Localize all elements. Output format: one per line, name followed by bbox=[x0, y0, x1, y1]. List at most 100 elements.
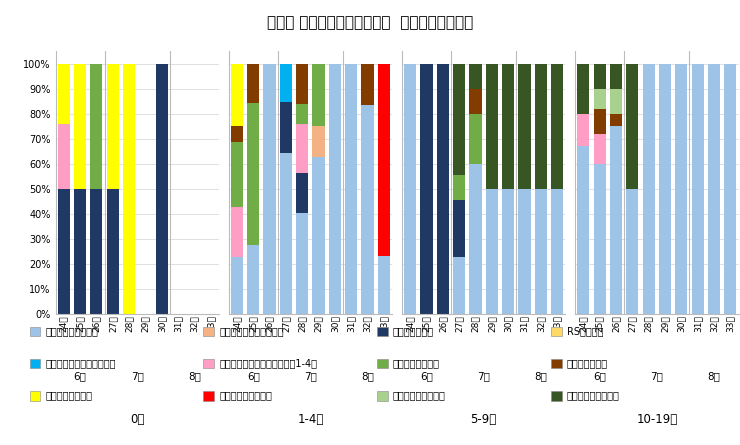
Bar bbox=[231, 64, 243, 126]
Bar bbox=[593, 164, 606, 314]
Bar bbox=[518, 189, 531, 314]
Text: 6月: 6月 bbox=[246, 372, 260, 381]
Bar bbox=[724, 64, 736, 314]
Bar bbox=[296, 104, 309, 124]
Bar bbox=[312, 126, 325, 158]
Bar bbox=[453, 257, 465, 314]
Text: 5-9歳: 5-9歳 bbox=[471, 413, 497, 426]
Text: 0歳: 0歳 bbox=[130, 413, 144, 426]
Bar bbox=[420, 64, 433, 314]
Text: 新型コロナウイルス: 新型コロナウイルス bbox=[45, 327, 98, 336]
Bar bbox=[231, 258, 243, 314]
Bar bbox=[90, 189, 102, 314]
Text: ヒトメタニューモウイルス: ヒトメタニューモウイルス bbox=[45, 359, 115, 368]
Bar bbox=[247, 64, 259, 103]
Bar bbox=[90, 64, 102, 189]
Bar bbox=[469, 164, 482, 314]
Bar bbox=[378, 64, 390, 256]
Bar bbox=[485, 64, 498, 189]
Bar bbox=[361, 64, 374, 105]
Bar bbox=[247, 245, 259, 314]
Text: RSウイルス: RSウイルス bbox=[567, 327, 603, 336]
Bar bbox=[312, 64, 325, 126]
Bar bbox=[692, 64, 704, 314]
Bar bbox=[247, 103, 259, 245]
Text: 8月: 8月 bbox=[534, 372, 548, 381]
Bar bbox=[231, 207, 243, 258]
Bar bbox=[123, 64, 135, 314]
Bar bbox=[577, 146, 590, 314]
Text: 6月: 6月 bbox=[420, 372, 433, 381]
Text: 7月: 7月 bbox=[131, 372, 144, 381]
Bar bbox=[280, 102, 292, 154]
Bar bbox=[155, 64, 168, 314]
Bar bbox=[577, 64, 590, 113]
Bar bbox=[58, 189, 70, 314]
Text: エンテロウイルス: エンテロウイルス bbox=[45, 391, 92, 400]
Bar bbox=[263, 64, 276, 314]
Bar bbox=[453, 64, 465, 175]
Text: 8月: 8月 bbox=[361, 372, 374, 381]
Bar bbox=[74, 189, 86, 314]
Bar bbox=[675, 64, 687, 314]
Text: 10-19歳: 10-19歳 bbox=[636, 413, 677, 426]
Bar bbox=[453, 200, 465, 257]
Bar bbox=[535, 189, 547, 314]
Bar bbox=[74, 64, 86, 189]
Text: ヒトコロナウイルス: ヒトコロナウイルス bbox=[393, 391, 445, 400]
Bar bbox=[404, 64, 416, 314]
Text: 7月: 7月 bbox=[650, 372, 663, 381]
Text: 年齢別 病原体検出割合の推移  （不検出を除く）: 年齢別 病原体検出割合の推移 （不検出を除く） bbox=[267, 16, 473, 31]
Bar bbox=[593, 109, 606, 134]
Text: 6月: 6月 bbox=[73, 372, 87, 381]
Text: 7月: 7月 bbox=[477, 372, 490, 381]
Bar bbox=[610, 126, 622, 314]
Bar bbox=[437, 64, 449, 314]
Bar bbox=[469, 64, 482, 89]
Bar bbox=[107, 64, 119, 189]
Bar bbox=[345, 64, 357, 314]
Bar bbox=[593, 134, 606, 164]
Text: アデノウイルス: アデノウイルス bbox=[567, 359, 608, 368]
Text: パラインフルエンザウイルス1-4型: パラインフルエンザウイルス1-4型 bbox=[219, 359, 317, 368]
Bar bbox=[551, 64, 563, 189]
Bar bbox=[610, 89, 622, 113]
Bar bbox=[312, 158, 325, 314]
Bar bbox=[626, 189, 639, 314]
Bar bbox=[593, 89, 606, 109]
Bar bbox=[642, 64, 655, 314]
Text: 6月: 6月 bbox=[593, 372, 606, 381]
Bar bbox=[280, 154, 292, 314]
Bar bbox=[502, 64, 514, 189]
Bar bbox=[361, 105, 374, 314]
Bar bbox=[280, 64, 292, 102]
Text: 7月: 7月 bbox=[304, 372, 317, 381]
Bar bbox=[231, 126, 243, 142]
Bar bbox=[58, 64, 70, 124]
Bar bbox=[577, 113, 590, 146]
Bar bbox=[626, 64, 639, 189]
Text: ライノウイルス: ライノウイルス bbox=[393, 327, 434, 336]
Text: 肺炎マイコプラズマ: 肺炎マイコプラズマ bbox=[567, 391, 619, 400]
Bar bbox=[469, 113, 482, 164]
Bar bbox=[107, 189, 119, 314]
Bar bbox=[296, 173, 309, 213]
Bar bbox=[58, 124, 70, 189]
Bar bbox=[502, 189, 514, 314]
Bar bbox=[296, 213, 309, 314]
Bar bbox=[518, 64, 531, 189]
Bar bbox=[329, 64, 341, 314]
Bar bbox=[469, 89, 482, 113]
Bar bbox=[593, 64, 606, 89]
Text: ヒトボカウイルス: ヒトボカウイルス bbox=[393, 359, 440, 368]
Bar bbox=[551, 189, 563, 314]
Bar bbox=[453, 175, 465, 200]
Bar bbox=[231, 142, 243, 207]
Text: 8月: 8月 bbox=[707, 372, 721, 381]
Text: インフルエンザウイルス: インフルエンザウイルス bbox=[219, 327, 283, 336]
Text: 8月: 8月 bbox=[188, 372, 201, 381]
Text: ヒトパレコウイルス: ヒトパレコウイルス bbox=[219, 391, 272, 400]
Bar bbox=[659, 64, 671, 314]
Bar bbox=[485, 189, 498, 314]
Bar bbox=[708, 64, 720, 314]
